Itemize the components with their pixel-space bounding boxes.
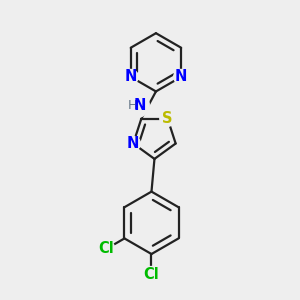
Text: N: N [124, 69, 137, 84]
Circle shape [174, 70, 189, 84]
Circle shape [126, 136, 140, 151]
Circle shape [124, 92, 149, 118]
Circle shape [98, 241, 115, 257]
Text: N: N [127, 136, 140, 151]
Circle shape [123, 70, 138, 84]
Circle shape [160, 111, 175, 126]
Text: S: S [162, 111, 173, 126]
Text: Cl: Cl [99, 241, 114, 256]
Text: H: H [128, 98, 137, 112]
Circle shape [143, 266, 160, 283]
Text: N: N [134, 98, 146, 112]
Text: Cl: Cl [144, 267, 159, 282]
Text: N: N [175, 69, 188, 84]
